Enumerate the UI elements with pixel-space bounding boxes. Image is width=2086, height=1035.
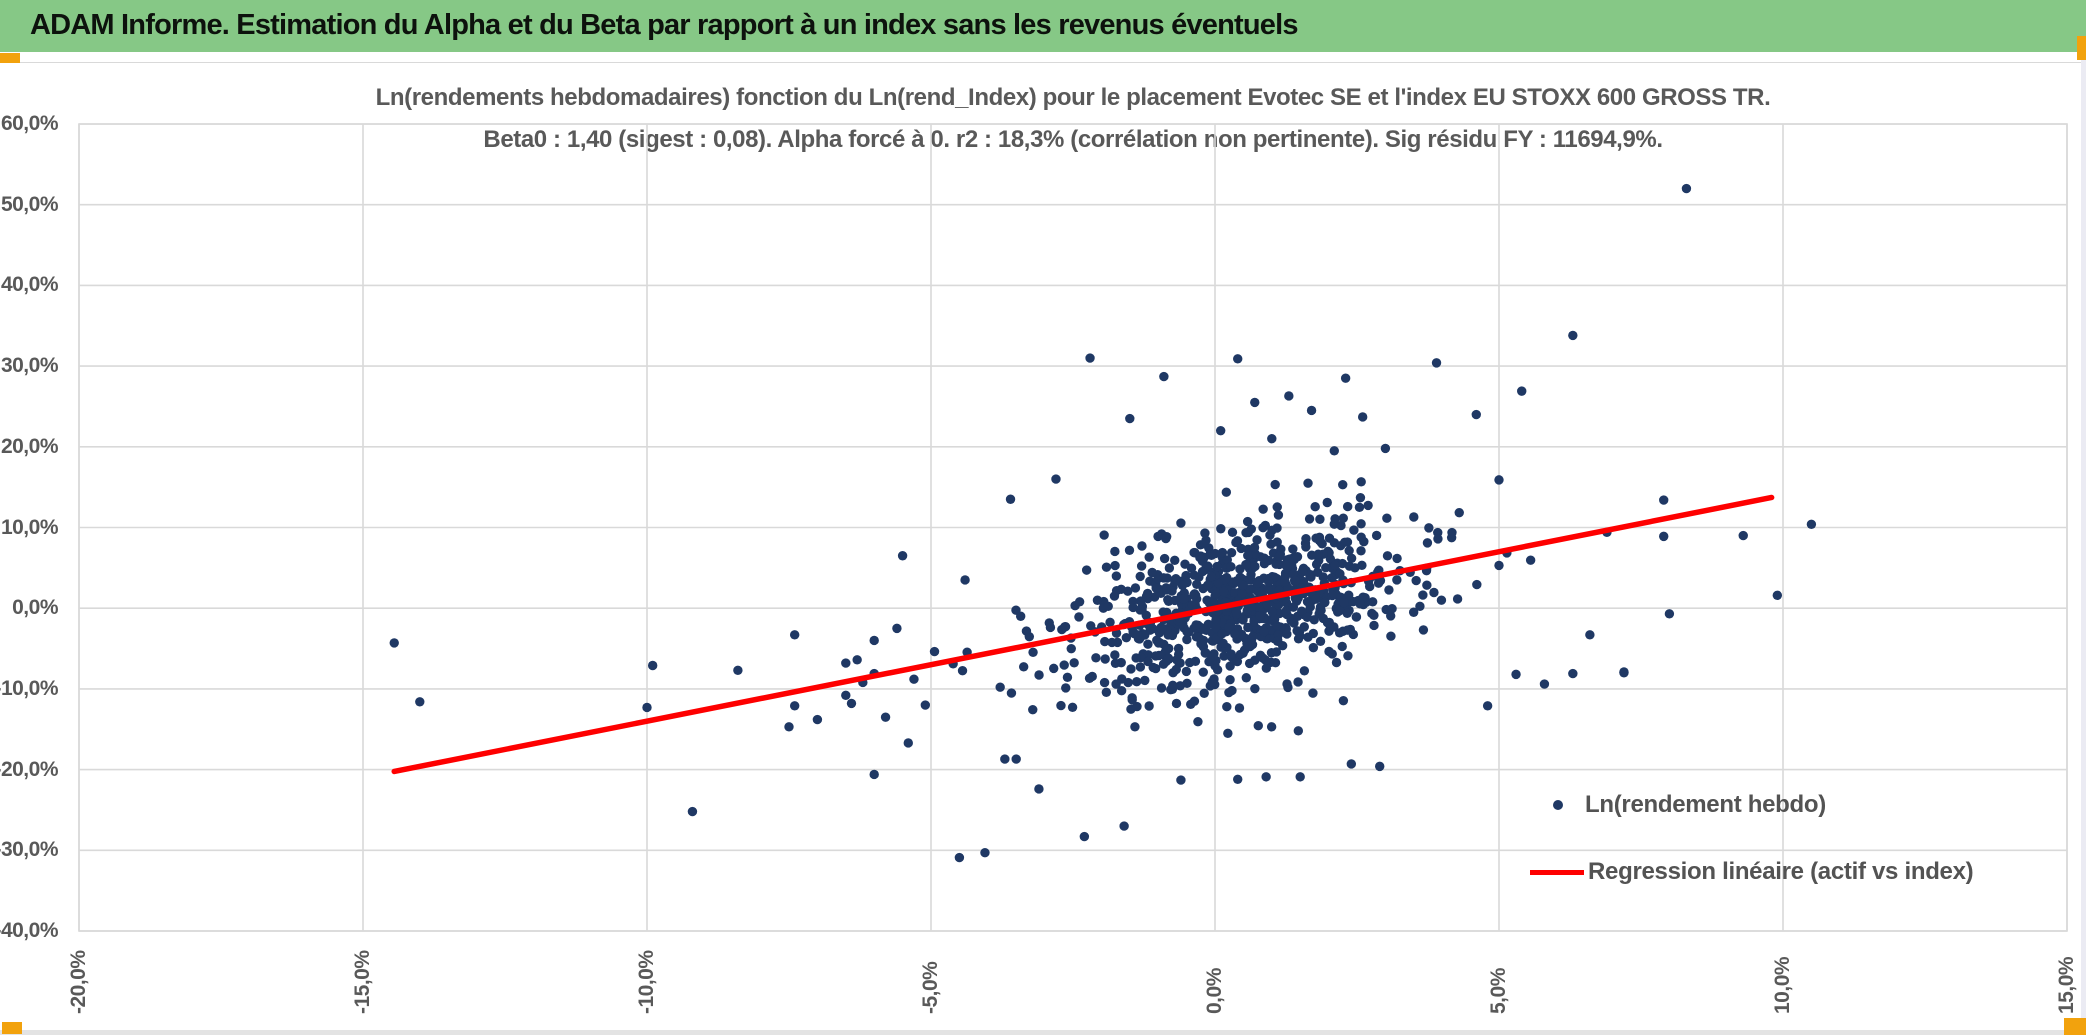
worksheet-right-gutter xyxy=(2081,52,2086,1035)
worksheet-header-bar: ADAM Informe. Estimation du Alpha et du … xyxy=(0,0,2086,52)
y-tick-label: 20,0% xyxy=(0,434,59,458)
legend-point-marker-icon xyxy=(1553,800,1563,810)
selection-marker-top-left xyxy=(0,53,20,63)
worksheet-bottom-edge xyxy=(0,1030,2086,1035)
legend-label-regression: Regression linéaire (actif vs index) xyxy=(1588,858,1974,885)
page-title: ADAM Informe. Estimation du Alpha et du … xyxy=(30,9,1298,41)
y-tick-label: 50,0% xyxy=(0,192,59,216)
y-tick-label: -40,0% xyxy=(0,919,59,942)
y-tick-label: 30,0% xyxy=(0,354,59,378)
y-tick-label: 10,0% xyxy=(0,515,59,539)
y-tick-label: 0,0% xyxy=(12,596,58,620)
legend-line-marker-icon xyxy=(1530,869,1584,875)
selection-marker-bottom-right xyxy=(2064,1018,2086,1035)
selection-marker-bottom-left xyxy=(2,1022,22,1034)
chart-title-line1: Ln(rendements hebdomadaires) fonction du… xyxy=(375,84,1771,111)
legend-item-regression: Regression linéaire (actif vs index) xyxy=(1530,858,1974,886)
legend-label-points: Ln(rendement hebdo) xyxy=(1585,791,1826,818)
selection-marker-top-right xyxy=(2077,36,2086,60)
y-tick-label: -30,0% xyxy=(0,838,59,862)
y-tick-label: -20,0% xyxy=(0,757,59,781)
y-tick-label: 60,0% xyxy=(0,112,59,135)
y-tick-label: -10,0% xyxy=(0,676,59,700)
y-tick-label: 40,0% xyxy=(0,273,59,297)
legend-item-points: Ln(rendement hebdo) xyxy=(1553,791,1826,819)
chart-title-line2: Beta0 : 1,40 (sigest : 0,08). Alpha forc… xyxy=(483,126,1663,153)
chart-area xyxy=(0,62,2082,1020)
